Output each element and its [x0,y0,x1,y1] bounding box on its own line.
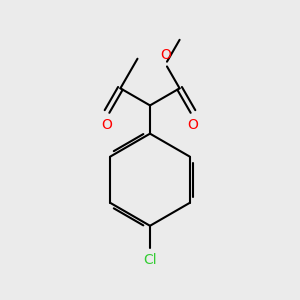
Text: O: O [160,48,171,62]
Text: Cl: Cl [143,254,157,267]
Text: O: O [188,118,198,132]
Text: O: O [102,118,112,132]
